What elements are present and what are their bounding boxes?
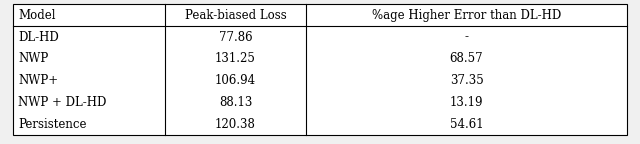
Text: 88.13: 88.13 (219, 96, 252, 109)
Polygon shape (13, 4, 627, 135)
Text: 13.19: 13.19 (450, 96, 483, 109)
Text: NWP+: NWP+ (18, 74, 58, 87)
Text: Model: Model (18, 9, 56, 22)
Text: 77.86: 77.86 (219, 31, 252, 44)
Text: %age Higher Error than DL-HD: %age Higher Error than DL-HD (372, 9, 561, 22)
Text: DL-HD: DL-HD (18, 31, 59, 44)
Text: NWP: NWP (18, 52, 48, 65)
Text: 120.38: 120.38 (215, 118, 256, 131)
Text: 68.57: 68.57 (450, 52, 483, 65)
Text: -: - (465, 31, 468, 44)
Text: Persistence: Persistence (18, 118, 86, 131)
Text: Peak-biased Loss: Peak-biased Loss (185, 9, 286, 22)
Text: 131.25: 131.25 (215, 52, 256, 65)
Text: 37.35: 37.35 (450, 74, 483, 87)
Text: 54.61: 54.61 (450, 118, 483, 131)
Text: NWP + DL-HD: NWP + DL-HD (18, 96, 106, 109)
Text: 106.94: 106.94 (215, 74, 256, 87)
